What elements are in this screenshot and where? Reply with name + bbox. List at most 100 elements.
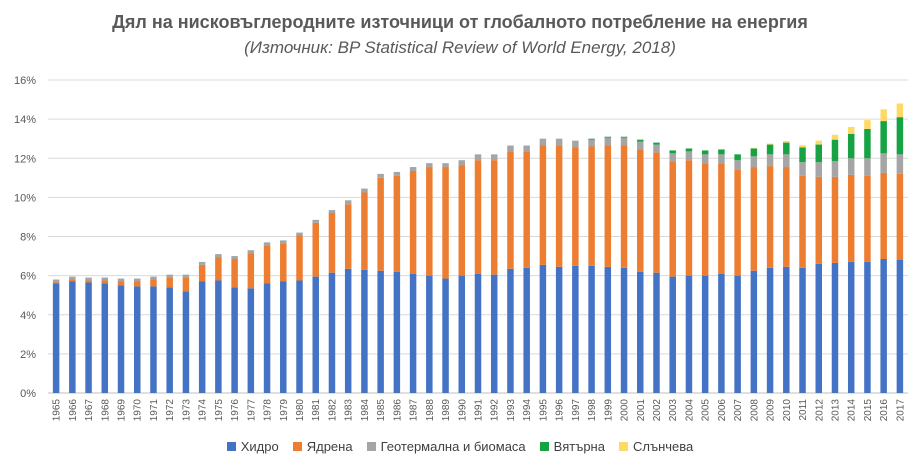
bar-segment bbox=[134, 281, 141, 287]
bar-segment bbox=[718, 273, 725, 393]
bar-segment bbox=[312, 219, 319, 223]
bar-segment bbox=[604, 266, 612, 393]
bar-segment bbox=[669, 276, 676, 393]
bar-segment bbox=[880, 258, 887, 393]
y-tick-label: 6% bbox=[20, 271, 36, 283]
bar-segment bbox=[799, 147, 806, 163]
bar-segment bbox=[150, 276, 157, 280]
bar-segment bbox=[280, 243, 287, 282]
bar-segment bbox=[815, 176, 822, 264]
bar-segment bbox=[344, 268, 352, 393]
bar-segment bbox=[653, 272, 660, 393]
x-tick-label: 1972 bbox=[165, 399, 176, 422]
bar-segment bbox=[783, 142, 790, 155]
bar-segment bbox=[101, 277, 109, 281]
x-tick-label: 1997 bbox=[571, 399, 582, 422]
bar-segment bbox=[653, 152, 660, 273]
bar-segment bbox=[458, 160, 466, 166]
bar-segment bbox=[263, 283, 271, 393]
bar-segment bbox=[85, 277, 92, 281]
legend-item: Слънчева bbox=[618, 439, 693, 454]
bar-segment bbox=[637, 139, 644, 142]
bar-segment bbox=[426, 275, 433, 393]
bar-segment bbox=[718, 154, 725, 164]
bar-segment bbox=[637, 141, 644, 150]
bar-segment bbox=[182, 274, 190, 278]
x-tick-label: 2005 bbox=[701, 399, 712, 422]
bar-segment bbox=[231, 258, 238, 288]
bar-segment bbox=[847, 174, 855, 262]
x-tick-label: 2007 bbox=[733, 399, 744, 422]
bar-segment bbox=[831, 262, 839, 393]
bar-segment bbox=[69, 281, 76, 393]
bar-segment bbox=[507, 268, 514, 393]
bar-segment bbox=[750, 270, 758, 393]
x-tick-label: 1979 bbox=[279, 399, 290, 422]
bar-segment bbox=[361, 192, 368, 270]
x-tick-label: 1994 bbox=[522, 399, 533, 422]
bar-segment bbox=[637, 149, 644, 272]
bar-segment bbox=[409, 167, 417, 171]
bar-segment bbox=[588, 146, 595, 266]
legend-swatch bbox=[618, 442, 628, 451]
bar-segment bbox=[653, 142, 660, 145]
bar-segment bbox=[166, 287, 173, 393]
x-tick-label: 1991 bbox=[474, 399, 485, 422]
x-tick-label: 1981 bbox=[311, 399, 322, 422]
bar-segment bbox=[637, 271, 644, 393]
bar-segment bbox=[799, 145, 806, 148]
bar-segment bbox=[750, 148, 758, 157]
bar-segment bbox=[182, 291, 190, 393]
x-tick-label: 1996 bbox=[555, 399, 566, 422]
bar-segment bbox=[718, 163, 725, 274]
y-tick-label: 16% bbox=[14, 75, 36, 87]
bar-segment bbox=[296, 235, 303, 281]
x-tick-label: 2008 bbox=[749, 399, 760, 422]
x-tick-label: 2013 bbox=[830, 399, 841, 422]
bar-segment bbox=[539, 264, 547, 393]
x-tick-label: 2006 bbox=[717, 399, 728, 422]
x-tick-label: 1980 bbox=[295, 399, 306, 422]
x-tick-label: 1986 bbox=[392, 399, 403, 422]
x-tick-label: 1965 bbox=[52, 399, 63, 422]
x-tick-label: 1982 bbox=[327, 399, 338, 422]
bar-segment bbox=[815, 144, 822, 163]
bar-segment bbox=[620, 267, 628, 393]
y-tick-label: 8% bbox=[20, 232, 36, 244]
chart-legend: Хидро Ядрена Геотермална и биомаса Вятърна С… bbox=[0, 439, 920, 454]
bar-segment bbox=[685, 151, 693, 161]
bar-segment bbox=[620, 145, 628, 268]
bar-segment bbox=[458, 275, 466, 393]
x-tick-label: 1970 bbox=[133, 399, 144, 422]
bar-segment bbox=[117, 281, 125, 286]
bar-segment bbox=[312, 222, 319, 277]
x-tick-label: 1995 bbox=[538, 399, 549, 422]
bar-segment bbox=[864, 175, 871, 262]
bar-segment bbox=[880, 109, 887, 122]
bar-segment bbox=[685, 160, 693, 276]
legend-item: Хидро bbox=[226, 439, 279, 454]
bar-segment bbox=[215, 254, 222, 258]
bar-segment bbox=[896, 103, 904, 118]
legend-item: Вятърна bbox=[539, 439, 605, 454]
legend-swatch bbox=[292, 442, 302, 451]
bar-segment bbox=[604, 136, 612, 138]
bar-segment bbox=[296, 280, 303, 393]
x-tick-label: 2010 bbox=[782, 399, 793, 422]
bar-segment bbox=[442, 278, 449, 393]
x-tick-label: 1969 bbox=[117, 399, 128, 422]
bar-segment bbox=[101, 280, 109, 284]
bar-segment bbox=[377, 173, 384, 178]
bar-segment bbox=[85, 282, 92, 393]
x-tick-label: 2015 bbox=[863, 399, 874, 422]
bar-segment bbox=[166, 274, 173, 278]
bar-segment bbox=[166, 277, 173, 288]
x-tick-label: 1977 bbox=[246, 399, 257, 422]
bar-segment bbox=[588, 265, 595, 393]
legend-item: Геотермална и биомаса bbox=[366, 439, 526, 454]
bar-segment bbox=[215, 257, 222, 281]
x-tick-label: 1992 bbox=[490, 399, 501, 422]
bar-segment bbox=[296, 232, 303, 236]
bar-segment bbox=[117, 285, 125, 393]
legend-label: Геотермална и биомаса bbox=[380, 439, 526, 454]
